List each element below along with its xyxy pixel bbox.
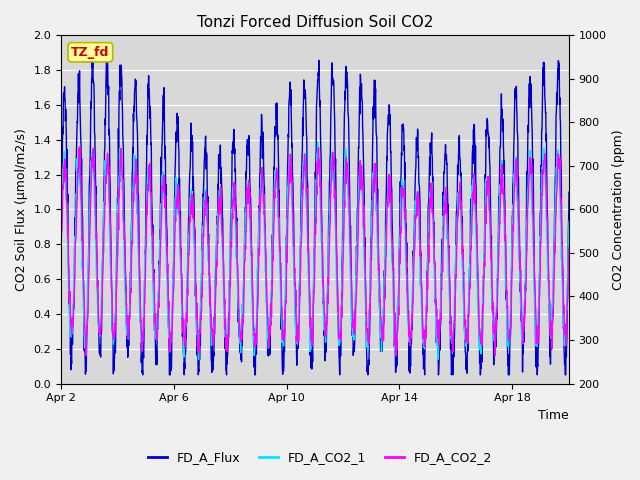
FD_A_CO2_2 <box>305 258 312 264</box>
FD_A_CO2_1 <box>195 325 203 331</box>
FD_A_CO2_1 <box>195 357 202 363</box>
FD_A_CO2_1 <box>583 158 591 164</box>
Title: Tonzi Forced Diffusion Soil CO2: Tonzi Forced Diffusion Soil CO2 <box>196 15 433 30</box>
FD_A_CO2_1 <box>314 140 321 145</box>
Text: TZ_fd: TZ_fd <box>71 46 109 59</box>
FD_A_CO2_2 <box>392 353 400 359</box>
FD_A_CO2_2 <box>57 258 65 264</box>
FD_A_CO2_1 <box>360 258 368 264</box>
FD_A_CO2_2 <box>593 270 601 276</box>
FD_A_Flux <box>76 68 83 74</box>
Line: FD_A_CO2_2: FD_A_CO2_2 <box>61 147 597 356</box>
FD_A_Flux <box>583 73 591 79</box>
FD_A_CO2_1 <box>57 240 65 245</box>
FD_A_CO2_2 <box>195 340 203 346</box>
Line: FD_A_Flux: FD_A_Flux <box>61 52 597 375</box>
FD_A_Flux <box>57 204 65 210</box>
Y-axis label: CO2 Soil Flux (μmol/m2/s): CO2 Soil Flux (μmol/m2/s) <box>15 128 28 291</box>
Line: FD_A_CO2_1: FD_A_CO2_1 <box>61 143 597 360</box>
FD_A_CO2_1 <box>593 247 601 253</box>
FD_A_CO2_2 <box>76 163 83 168</box>
FD_A_Flux <box>196 356 204 362</box>
FD_A_Flux <box>89 49 97 55</box>
FD_A_Flux <box>360 186 368 192</box>
FD_A_CO2_2 <box>76 144 84 150</box>
FD_A_CO2_2 <box>501 239 509 244</box>
FD_A_CO2_2 <box>360 203 367 208</box>
FD_A_Flux <box>501 230 509 236</box>
FD_A_Flux <box>305 281 313 287</box>
X-axis label: Time: Time <box>538 409 569 422</box>
FD_A_Flux <box>593 203 601 209</box>
FD_A_CO2_1 <box>305 279 312 285</box>
Y-axis label: CO2 Concentration (ppm): CO2 Concentration (ppm) <box>612 129 625 290</box>
FD_A_CO2_1 <box>76 181 83 187</box>
FD_A_Flux <box>139 372 147 378</box>
FD_A_CO2_2 <box>583 177 591 182</box>
Legend: FD_A_Flux, FD_A_CO2_1, FD_A_CO2_2: FD_A_Flux, FD_A_CO2_1, FD_A_CO2_2 <box>143 446 497 469</box>
FD_A_CO2_1 <box>501 264 509 270</box>
